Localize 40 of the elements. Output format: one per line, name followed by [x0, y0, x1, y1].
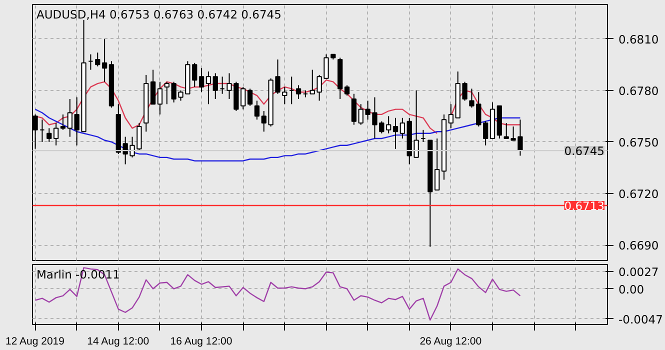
y-tick-label: 0.0027 [618, 265, 659, 280]
candlestick [95, 52, 100, 67]
y-tick-label: 0.6720 [618, 186, 659, 201]
ref-line-label: 0.6713 [564, 199, 605, 214]
candlestick [296, 84, 302, 100]
candlestick [60, 114, 66, 130]
line-series [34, 267, 521, 321]
candlestick [344, 84, 350, 96]
candlestick [386, 116, 392, 134]
candlestick [46, 128, 52, 142]
candlestick [150, 69, 156, 105]
x-tick-label: 12 Aug 2019 [5, 336, 65, 348]
y-tick-label: 0.6810 [618, 32, 659, 46]
candlestick [157, 81, 163, 115]
y-tick-label: 0.6750 [618, 135, 659, 150]
ref-line-label: 0.6745 [564, 144, 605, 158]
candlestick [102, 38, 108, 82]
candlestick [53, 122, 59, 146]
candlestick [254, 100, 260, 120]
candlestick [206, 71, 212, 105]
candlestick [482, 120, 488, 146]
candlestick [400, 117, 406, 140]
candlestick [448, 104, 454, 129]
x-tick-label: 16 Aug 12:00 [170, 336, 232, 348]
chart-title: AUDUSD,H4 0.6753 0.6763 0.6742 0.6745 [36, 8, 282, 22]
y-tick-label: 0.6690 [618, 238, 659, 253]
candlestick [351, 93, 357, 126]
y-tick-label: -0.0047 [618, 312, 663, 326]
candlestick [504, 122, 509, 140]
x-tick-label: 26 Aug 12:00 [420, 336, 482, 348]
candlestick [212, 72, 218, 100]
y-tick-label: 0.00 [618, 282, 644, 296]
candlestick [198, 68, 204, 93]
candlestick [67, 98, 72, 138]
y-tick-label: 0.6780 [618, 84, 659, 98]
candlestick [282, 86, 288, 105]
candlestick [434, 138, 440, 191]
candlestick [247, 88, 253, 106]
x-tick-label: 14 Aug 12:00 [87, 336, 150, 348]
candlestick [392, 117, 398, 150]
